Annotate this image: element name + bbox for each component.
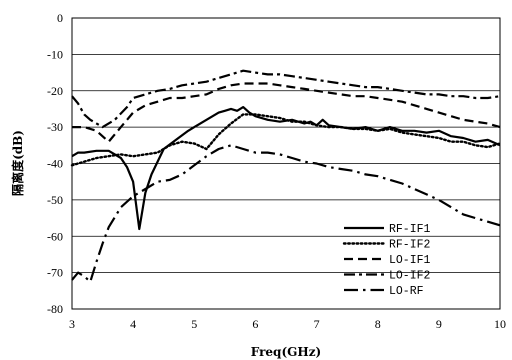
- legend-label: RF-IF2: [389, 239, 431, 252]
- series-line-lo-if1: [72, 82, 501, 143]
- y-tick-label: -20: [47, 84, 63, 98]
- x-tick-label: 9: [436, 317, 442, 331]
- y-tick-label: -10: [47, 47, 63, 61]
- legend-label: LO-RF: [389, 285, 424, 298]
- legend: RF-IF1 RF-IF2 LO-IF1 LO-IF2 LO-RF: [342, 223, 431, 298]
- legend-label: LO-IF2: [389, 270, 431, 283]
- y-tick-label: -30: [47, 120, 63, 134]
- series-line-rf-if1: [71, 105, 501, 231]
- series-line-lo-if2: [71, 69, 501, 129]
- y-tick-label: -80: [47, 302, 63, 316]
- x-tick-label: 6: [252, 317, 258, 331]
- series-line-rf-if2: [70, 113, 502, 167]
- x-tick-label: 8: [375, 317, 381, 331]
- y-tick-label: -70: [47, 266, 63, 280]
- data-series: [70, 69, 502, 283]
- y-tick-label: -50: [47, 193, 63, 207]
- y-axis-label: 隔离度(dB): [10, 130, 25, 196]
- legend-label: LO-IF1: [389, 254, 431, 267]
- y-tick-labels: 0 -10 -20 -30 -40 -50 -60 -70 -80: [47, 11, 63, 316]
- x-tick-label: 4: [130, 317, 136, 331]
- x-tick-label: 5: [191, 317, 197, 331]
- x-tick-labels: 3 4 5 6 7 8 9 10: [69, 317, 506, 331]
- x-tick-label: 10: [494, 317, 506, 331]
- legend-label: RF-IF1: [389, 223, 431, 236]
- y-tick-label: -40: [47, 157, 63, 171]
- x-axis-label: Freq(GHz): [251, 345, 321, 359]
- x-tick-label: 7: [314, 317, 320, 331]
- series-line-lo-rf: [71, 144, 501, 283]
- y-tick-label: 0: [57, 11, 63, 25]
- x-tick-label: 3: [69, 317, 75, 331]
- y-tick-label: -60: [47, 229, 63, 243]
